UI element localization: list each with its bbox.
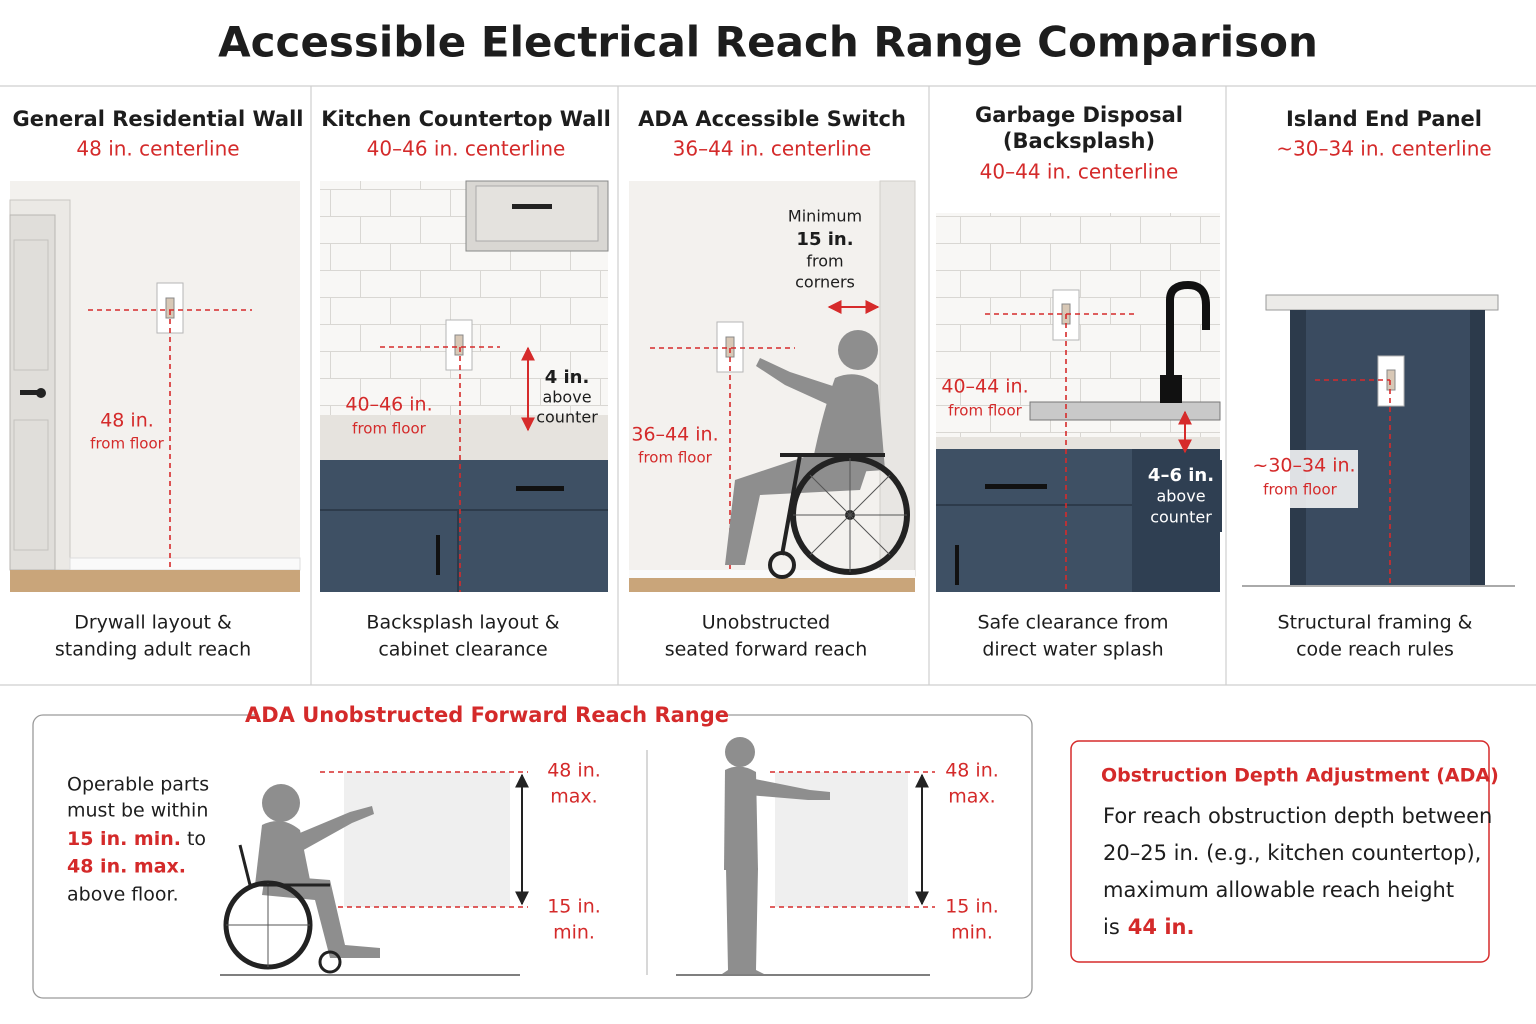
panel-caption: code reach rules: [1296, 639, 1454, 661]
height-label: from floor: [1263, 481, 1337, 499]
range-label: 48 in.: [945, 760, 999, 782]
range-label: max.: [948, 786, 995, 808]
panel-range: 36–44 in. centerline: [673, 137, 872, 161]
box-text: is: [1103, 915, 1120, 939]
box-text: For reach obstruction depth between: [1103, 804, 1492, 828]
island-end-illustration: [1242, 294, 1515, 587]
panel-note: corners: [795, 273, 855, 292]
obstruction-box: Obstruction Depth Adjustment (ADA) For r…: [1070, 740, 1499, 963]
panel-caption: Backsplash layout &: [366, 612, 559, 634]
residential-wall-illustration: [9, 181, 301, 592]
kitchen-wall-illustration: [320, 180, 609, 592]
panel-range: ~30–34 in. centerline: [1276, 137, 1491, 161]
panel-range: 40–44 in. centerline: [980, 160, 1179, 184]
height-label: 40–46 in.: [345, 394, 432, 416]
panel-caption: direct water splash: [982, 639, 1163, 661]
panel-caption: Drywall layout &: [74, 612, 232, 634]
ada-switch-illustration: [629, 180, 916, 592]
panel-caption: Safe clearance from: [977, 612, 1168, 634]
panel-title: ADA Accessible Switch: [638, 107, 906, 131]
panel-caption: Structural framing &: [1278, 612, 1473, 634]
page-title: Accessible Electrical Reach Range Compar…: [218, 18, 1318, 67]
panel-note: 15 in.: [796, 229, 853, 250]
panel-note: counter: [536, 408, 598, 427]
section-title: ADA Unobstructed Forward Reach Range: [245, 703, 729, 727]
box-title: Obstruction Depth Adjustment (ADA): [1101, 765, 1499, 787]
panel-text: General Residential Wall 48 in. centerlin…: [13, 103, 1492, 661]
panel-note: counter: [1150, 508, 1212, 527]
range-label: min.: [553, 922, 595, 944]
disposal-backsplash-illustration: [936, 213, 1222, 592]
rule-text: Operable parts: [67, 774, 209, 796]
box-text: is 44 in.: [1103, 915, 1194, 939]
panel-note: from: [806, 252, 843, 271]
panel-note: 4 in.: [545, 367, 590, 388]
height-label: 48 in.: [100, 410, 154, 432]
box-text: maximum allowable reach height: [1103, 878, 1454, 902]
panel-caption: Unobstructed: [702, 612, 830, 634]
height-label: ~30–34 in.: [1252, 455, 1355, 477]
range-label: 48 in.: [547, 760, 601, 782]
panel-range: 48 in. centerline: [76, 137, 239, 161]
height-label: from floor: [638, 449, 712, 467]
height-label: from floor: [948, 402, 1022, 420]
rule-text: to: [187, 828, 206, 850]
panel-caption: cabinet clearance: [378, 639, 547, 661]
panel-note: above: [1156, 487, 1205, 506]
height-label: 40–44 in.: [941, 376, 1028, 398]
panel-title: General Residential Wall: [13, 107, 304, 131]
frame: [0, 85, 1536, 686]
panel-caption: seated forward reach: [665, 639, 868, 661]
reach-range-section: ADA Unobstructed Forward Reach Range Ope…: [32, 702, 1033, 999]
range-label: 15 in.: [547, 896, 601, 918]
height-label: from floor: [90, 435, 164, 453]
panel-caption: standing adult reach: [55, 639, 251, 661]
range-label: max.: [550, 786, 597, 808]
box-text: 20–25 in. (e.g., kitchen countertop),: [1103, 841, 1481, 865]
panel-title: Island End Panel: [1286, 107, 1482, 131]
panel-title: (Backsplash): [1003, 129, 1155, 153]
panel-title: Kitchen Countertop Wall: [321, 107, 611, 131]
panel-range: 40–46 in. centerline: [367, 137, 566, 161]
rule-text: must be within: [67, 800, 208, 822]
rule-max: 48 in. max.: [67, 856, 186, 878]
rule-text: 15 in. min. to: [67, 828, 206, 850]
range-label: 15 in.: [945, 896, 999, 918]
height-label: 36–44 in.: [631, 424, 718, 446]
rule-text: above floor.: [67, 884, 179, 906]
range-label: min.: [951, 922, 993, 944]
box-limit: 44 in.: [1128, 915, 1195, 939]
panel-note: Minimum: [788, 207, 862, 226]
panel-note: above: [542, 388, 591, 407]
panel-note: 4–6 in.: [1148, 465, 1214, 486]
height-label: from floor: [352, 420, 426, 438]
rule-min: 15 in. min.: [67, 828, 181, 850]
panel-title: Garbage Disposal: [975, 103, 1183, 127]
